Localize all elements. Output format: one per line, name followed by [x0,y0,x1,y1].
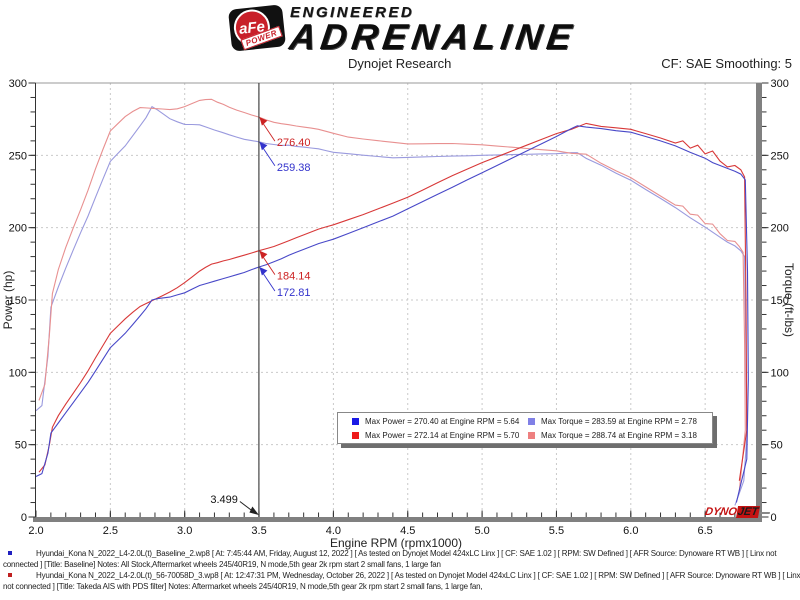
legend-item: Max Power = 270.40 at Engine RPM = 5.64 [352,417,528,426]
report-title: Dynojet Research [348,56,452,71]
run-bullet-icon [8,551,12,555]
y-axis-right-bar [756,83,762,522]
legend-item: Max Torque = 288.74 at Engine RPM = 3.18 [528,431,697,440]
cursor-arrow-head [249,506,259,515]
series-1-curve [38,98,746,492]
y-tick-label-right: 300 [771,78,789,90]
series-2-curve [38,122,748,481]
takeda-torque-swatch-icon [528,431,535,439]
marker-leader-line [262,256,276,275]
x-tick-label: 3.5 [251,525,266,537]
chart-legend: Max Power = 270.40 at Engine RPM = 5.64 … [337,412,713,444]
marker-value-label: 276.40 [277,137,311,149]
run-text-line: connected ] [Title: Baseline] Notes: All… [3,560,441,569]
cursor-value-label: 3.499 [210,494,238,506]
y-tick-label-right: 250 [771,150,789,162]
run-description-takeda: Hyundai_Kona N_2022_L4-2.0L(t)_56-70058D… [0,570,800,592]
dynojet-logo-dyno: DYNO [703,506,738,518]
y-tick-label-left: 100 [9,367,27,379]
y-tick-label-right: 150 [771,295,789,307]
baseline-torque-swatch-icon [528,418,535,426]
run-bullet-icon [8,573,12,577]
x-tick-label: 4.0 [326,525,341,537]
x-tick-label: 6.5 [697,525,712,537]
afe-adrenaline-logo: aFe POWER ENGINEERED ADRENALINE [227,3,579,57]
y-tick-label-left: 250 [9,150,27,162]
smoothing-setting: CF: SAE Smoothing: 5 [661,56,792,71]
x-tick-label: 5.5 [549,525,564,537]
legend-label: Max Torque = 283.59 at Engine RPM = 2.78 [541,417,697,427]
legend-label: Max Power = 270.40 at Engine RPM = 5.64 [365,417,520,427]
marker-arrow-icon [259,141,268,151]
baseline-power-swatch-icon [352,418,359,426]
marker-leader-line [262,272,276,292]
y-tick-label-left: 150 [9,295,27,307]
legend-row-baseline: Max Power = 270.40 at Engine RPM = 5.64 … [352,415,712,429]
marker-value-label: 184.14 [277,271,311,283]
run-text-line: Hyundai_Kona N_2022_L4-2.0L(t)_Baseline_… [36,549,777,558]
legend-item: Max Power = 272.14 at Engine RPM = 5.70 [352,431,528,440]
x-tick-label: 6.0 [623,525,638,537]
x-tick-label: 2.5 [103,525,118,537]
x-axis-bar [33,517,762,522]
dynojet-logo-swoosh-icon [759,511,771,514]
dynojet-logo-jet: JET [735,506,761,518]
y-axis-right-title: Torque (ft-lbs) [782,262,796,338]
marker-leader-line [262,147,276,167]
legend-row-takeda: Max Power = 272.14 at Engine RPM = 5.70 … [352,429,712,443]
y-tick-label-left: 200 [9,223,27,235]
y-tick-label-left: 0 [21,512,27,524]
dynojet-logo: DYNOJET [704,506,771,518]
series-0-curve [36,105,748,506]
legend-item: Max Torque = 283.59 at Engine RPM = 2.78 [528,417,697,426]
takeda-power-swatch-icon [352,431,359,439]
x-tick-label: 3.0 [177,525,192,537]
legend-label: Max Torque = 288.74 at Engine RPM = 3.18 [541,430,697,440]
run-description-baseline: Hyundai_Kona N_2022_L4-2.0L(t)_Baseline_… [0,548,800,570]
marker-arrow-icon [259,117,268,126]
x-tick-label: 5.0 [474,525,489,537]
x-tick-label: 4.5 [400,525,415,537]
y-tick-label-right: 50 [771,440,783,452]
y-tick-label-right: 200 [771,223,789,235]
marker-value-label: 172.81 [277,287,311,299]
brand-text: ENGINEERED ADRENALINE [287,4,579,57]
marker-arrow-icon [259,250,268,260]
marker-leader-line [262,122,276,142]
marker-value-label: 259.38 [277,162,311,174]
engineered-text: ENGINEERED [290,4,415,21]
y-tick-label-right: 0 [771,512,777,524]
y-tick-label-left: 50 [15,440,27,452]
y-axis-left-title: Power (hp) [1,270,15,330]
x-axis-title: Engine RPM (rpmx1000) [329,536,463,550]
run-descriptions: Hyundai_Kona N_2022_L4-2.0L(t)_Baseline_… [0,548,800,592]
marker-arrow-icon [259,267,268,276]
series-3-curve [36,125,749,503]
run-text-line: not connected ] [Title: Takeda AIS with … [3,582,483,591]
y-tick-label-right: 100 [771,367,789,379]
legend-label: Max Power = 272.14 at Engine RPM = 5.70 [365,430,520,440]
y-tick-label-left: 300 [9,78,27,90]
run-text-line: Hyundai_Kona N_2022_L4-2.0L(t)_56-70058D… [36,571,800,580]
x-tick-label: 2.0 [28,525,43,537]
